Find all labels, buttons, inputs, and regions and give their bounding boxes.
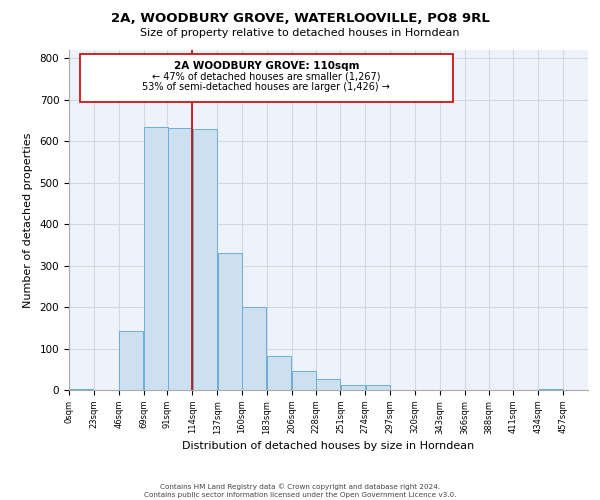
Text: Size of property relative to detached houses in Horndean: Size of property relative to detached ho… [140,28,460,38]
Bar [539,389,563,390]
Text: 2A WOODBURY GROVE: 110sqm: 2A WOODBURY GROVE: 110sqm [173,61,359,71]
Text: 2A, WOODBURY GROVE, WATERLOOVILLE, PO8 9RL: 2A, WOODBURY GROVE, WATERLOOVILLE, PO8 9… [110,12,490,26]
Bar [218,253,242,390]
Bar [341,386,365,390]
Text: 53% of semi-detached houses are larger (1,426) →: 53% of semi-detached houses are larger (… [142,82,390,92]
X-axis label: Distribution of detached houses by size in Horndean: Distribution of detached houses by size … [182,440,475,450]
Bar [365,386,389,390]
Text: ← 47% of detached houses are smaller (1,267): ← 47% of detached houses are smaller (1,… [152,72,380,82]
Bar [70,389,94,390]
Bar [268,356,292,390]
Bar [168,128,192,390]
FancyBboxPatch shape [80,54,453,102]
Bar [119,330,143,390]
Bar [242,307,266,390]
Bar [193,129,217,390]
Y-axis label: Number of detached properties: Number of detached properties [23,132,33,308]
Bar [144,126,168,390]
Bar [292,371,316,390]
Text: Contains HM Land Registry data © Crown copyright and database right 2024.
Contai: Contains HM Land Registry data © Crown c… [144,484,456,498]
Bar [316,379,340,390]
